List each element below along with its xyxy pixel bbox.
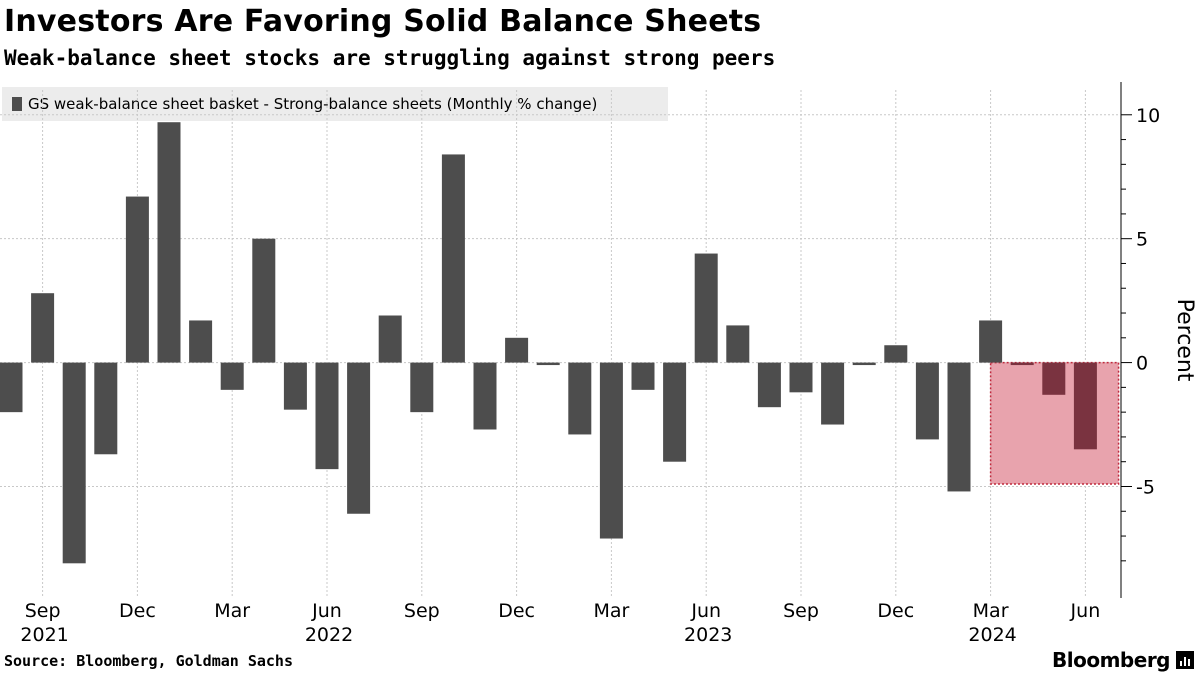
x-year-label: 2024 xyxy=(968,624,1016,646)
bar-2022-04 xyxy=(252,238,276,363)
x-tick-label: Jun xyxy=(1070,600,1101,622)
bar-2024-05 xyxy=(1042,362,1066,395)
x-tick-label: Dec xyxy=(877,600,914,622)
x-tick-label: Jun xyxy=(690,600,721,622)
bar-2022-03 xyxy=(220,362,244,390)
x-tick-label: Jun xyxy=(311,600,342,622)
bar-2022-11 xyxy=(473,362,497,430)
brand-name: Bloomberg xyxy=(1052,648,1170,672)
bar-2023-11 xyxy=(852,362,876,366)
x-tick-label: Mar xyxy=(214,600,250,622)
bar-2024-02 xyxy=(947,362,971,492)
chart-title: Investors Are Favoring Solid Balance She… xyxy=(4,4,762,39)
bar-2024-06 xyxy=(1073,362,1097,450)
bar-2021-11 xyxy=(94,362,118,455)
bar-2021-08 xyxy=(0,362,23,413)
bar-2024-01 xyxy=(915,362,939,440)
bar-2023-01 xyxy=(536,362,560,366)
bar-2021-09 xyxy=(31,293,55,363)
bar-layer xyxy=(0,122,1097,564)
bar-2022-06 xyxy=(315,362,339,470)
bar-2023-09 xyxy=(789,362,813,393)
bar-2022-01 xyxy=(157,122,181,363)
bar-2022-05 xyxy=(283,362,307,410)
x-year-label: 2023 xyxy=(684,624,732,646)
bar-2023-06 xyxy=(694,253,718,363)
bar-2023-04 xyxy=(631,362,655,390)
bar-2022-08 xyxy=(378,315,402,363)
x-year-label: 2022 xyxy=(305,624,353,646)
x-tick-label: Mar xyxy=(973,600,1009,622)
y-tick-label: 5 xyxy=(1136,229,1148,251)
bar-2022-10 xyxy=(441,154,465,363)
x-year-label: 2021 xyxy=(20,624,68,646)
x-tick-label: Dec xyxy=(119,600,156,622)
bar-2023-05 xyxy=(663,362,687,462)
bar-2023-12 xyxy=(884,345,908,363)
chart-subtitle: Weak-balance sheet stocks are struggling… xyxy=(4,46,776,70)
bar-2024-03 xyxy=(979,320,1003,363)
bloomberg-terminal-icon xyxy=(1176,651,1194,669)
bar-2023-08 xyxy=(757,362,781,408)
bar-2023-03 xyxy=(599,362,623,539)
bar-2021-10 xyxy=(62,362,86,564)
y-tick-label: 10 xyxy=(1136,105,1160,127)
legend-swatch xyxy=(12,97,22,111)
bar-2022-07 xyxy=(347,362,371,514)
bar-2023-10 xyxy=(821,362,845,425)
bar-2024-04 xyxy=(1010,362,1034,366)
bar-2022-02 xyxy=(189,320,213,363)
x-tick-label: Mar xyxy=(593,600,629,622)
legend-label: GS weak-balance sheet basket - Strong-ba… xyxy=(28,95,598,113)
x-tick-label: Sep xyxy=(25,600,61,622)
y-tick-label: 0 xyxy=(1136,353,1148,375)
source-note: Source: Bloomberg, Goldman Sachs xyxy=(4,652,293,670)
brand-logo: Bloomberg xyxy=(1052,648,1194,672)
legend: GS weak-balance sheet basket - Strong-ba… xyxy=(2,87,668,121)
x-tick-label: Dec xyxy=(498,600,535,622)
bar-2021-12 xyxy=(125,196,149,363)
x-tick-label: Sep xyxy=(404,600,440,622)
y-axis-label: Percent xyxy=(1172,299,1197,382)
bar-2022-09 xyxy=(410,362,434,413)
bar-2023-07 xyxy=(726,325,750,363)
bar-2022-12 xyxy=(505,337,529,363)
x-tick-label: Sep xyxy=(783,600,819,622)
bar-2023-02 xyxy=(568,362,592,435)
y-tick-label: -5 xyxy=(1136,476,1155,498)
